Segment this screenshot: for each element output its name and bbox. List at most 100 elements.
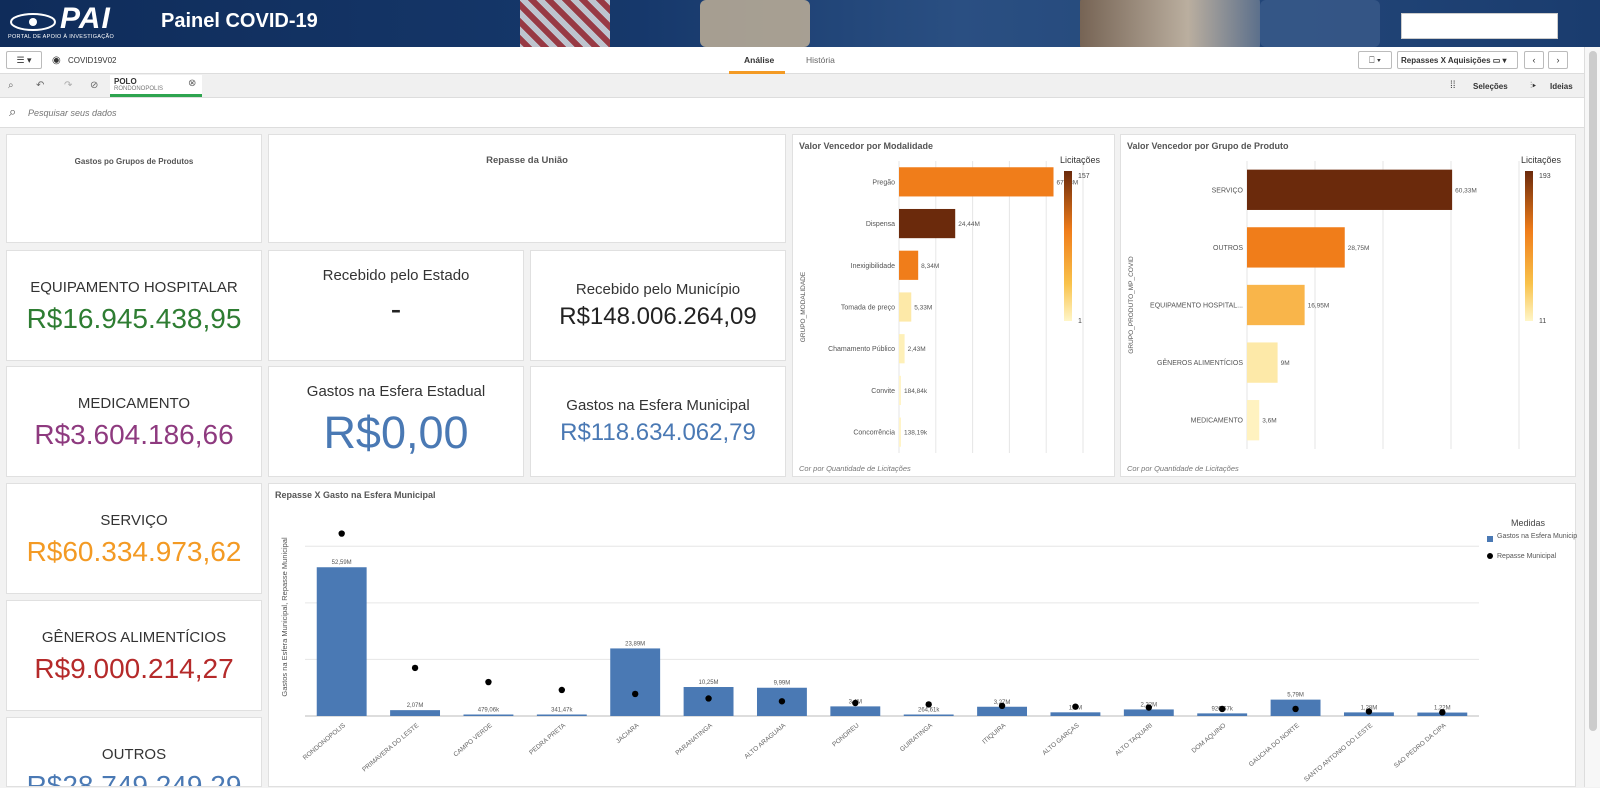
bar <box>463 714 514 716</box>
outros-value: R$28.749.249,29 <box>26 770 242 787</box>
legend-min: 11 <box>1539 318 1546 325</box>
legend-max: 157 <box>1078 173 1090 180</box>
legend-min: 1 <box>1078 318 1082 325</box>
serv-kpi[interactable]: SERVIÇO R$60.334.973,62 <box>6 483 262 594</box>
banner-box <box>1401 13 1558 39</box>
bar <box>1050 712 1101 716</box>
next-sheet-button[interactable]: › <box>1548 51 1568 69</box>
legend-title: Licitações <box>1521 155 1562 165</box>
repasse-point <box>925 701 932 708</box>
category-label: Chamamento Público <box>828 346 895 353</box>
logo-text: PAI <box>60 2 111 35</box>
bar <box>899 167 1054 197</box>
prev-sheet-button[interactable]: ‹ <box>1524 51 1544 69</box>
modalidade-chart-card: Valor Vencedor por Modalidade GRUPO_MODA… <box>792 134 1115 477</box>
ideias-button[interactable]: Ideias <box>1550 82 1573 91</box>
bar <box>1123 709 1174 716</box>
bar <box>899 334 905 364</box>
data-label: 28,75M <box>1348 245 1370 252</box>
med-kpi[interactable]: MEDICAMENTO R$3.604.186,66 <box>6 366 262 477</box>
category-label: SAO PEDRO DA CIPA <box>1393 722 1448 770</box>
smart-search-icon[interactable]: ⌕ <box>8 80 14 91</box>
category-label: Inexigibilidade <box>851 263 895 270</box>
selection-field: POLO <box>114 77 137 86</box>
search-input[interactable] <box>28 105 428 121</box>
bar <box>899 250 919 280</box>
selecoes-button[interactable]: Seleções <box>1473 82 1508 91</box>
legend-swatch <box>1487 553 1493 559</box>
logo-subtitle: PORTAL DE APOIO À INVESTIGAÇÃO <box>8 34 115 40</box>
legend-item-1: Gastos na Esfera Municipal <box>1497 533 1577 540</box>
tab-analise[interactable]: Análise <box>744 55 775 65</box>
gastos-grupos-title: Gastos po Grupos de Produtos <box>74 157 194 166</box>
gen-kpi[interactable]: GÊNEROS ALIMENTÍCIOS R$9.000.214,27 <box>6 600 262 711</box>
category-label: PONDREU <box>831 722 861 748</box>
toolbar: ☰ ▾ ◉ COVID19V02 Análise História ⎕ ▾ Re… <box>0 47 1584 74</box>
category-label: GÊNEROS ALIMENTÍCIOS <box>1157 358 1243 367</box>
clear-selections-icon[interactable]: ⊘ <box>90 80 99 91</box>
step-back-icon[interactable]: ↶ <box>36 80 45 91</box>
legend-max: 193 <box>1539 173 1551 180</box>
category-label: SERVIÇO <box>1212 187 1244 194</box>
menu-button[interactable]: ☰ ▾ <box>6 51 42 69</box>
selection-chip[interactable]: POLO RONDONOPOLIS ⊗ <box>110 75 202 97</box>
category-label: PARANATINGA <box>674 722 714 757</box>
data-label: 2,07M <box>407 703 424 709</box>
legend-title: Medidas <box>1511 518 1546 528</box>
data-label: 9,99M <box>774 681 791 687</box>
gasto-est-kpi[interactable]: Gastos na Esfera Estadual R$0,00 <box>268 366 524 477</box>
modalidade-chart[interactable]: GRUPO_MODALIDADEPregão67,18MDispensa24,4… <box>793 153 1116 459</box>
repasse-point <box>1439 709 1446 716</box>
sheet-selector[interactable]: Repasses X Aquisições ▭ ▾ <box>1397 51 1518 69</box>
close-icon[interactable]: ⊗ <box>188 78 197 89</box>
category-label: Pregão <box>872 179 895 186</box>
bar <box>899 375 901 406</box>
repasse-point <box>1218 705 1226 713</box>
y-axis-title: Gastos na Esfera Municipal, Repasse Muni… <box>280 537 289 697</box>
data-label: 10,25M <box>699 680 719 686</box>
step-forward-icon[interactable]: ↷ <box>64 80 73 91</box>
category-label: GAUCHA DO NORTE <box>1248 722 1302 769</box>
equip-label: EQUIPAMENTO HOSPITALAR <box>30 279 238 296</box>
rec-mun-kpi[interactable]: Recebido pelo Município R$148.006.264,09 <box>530 250 786 361</box>
data-label: 16,95M <box>1308 303 1330 310</box>
repasse-gasto-chart[interactable]: Gastos na Esfera Municipal, Repasse Muni… <box>269 498 1577 788</box>
gasto-mun-value: R$118.634.062,79 <box>560 419 756 446</box>
repasse-gasto-chart-card: Repasse X Gasto na Esfera Municipal Gast… <box>268 483 1577 788</box>
doc-name: COVID19V02 <box>68 56 117 65</box>
gastos-grupos-card: Gastos po Grupos de Produtos <box>6 134 262 243</box>
rec-estado-value: - <box>390 291 402 327</box>
scrollbar[interactable] <box>1584 47 1600 787</box>
gasto-mun-kpi[interactable]: Gastos na Esfera Municipal R$118.634.062… <box>530 366 786 477</box>
rec-estado-kpi[interactable]: Recebido pelo Estado - <box>268 250 524 361</box>
grupo-produto-chart[interactable]: GRUPO_PRODUTO_MP_COVID SERVIÇO 60,33M OUTRO… <box>1121 153 1577 459</box>
repasse-point <box>1365 708 1373 715</box>
data-label: 23,89M <box>625 641 645 647</box>
repasse-point <box>705 695 712 702</box>
bookmark-button[interactable]: ⎕ ▾ <box>1358 51 1392 69</box>
legend-gradient <box>1064 171 1072 321</box>
search-bar: ⌕ <box>0 98 1584 128</box>
repasse-point <box>338 530 345 537</box>
bar <box>830 706 881 716</box>
gasto-mun-label: Gastos na Esfera Municipal <box>566 397 750 414</box>
chart1-footer: Cor por Quantidade de Licitações <box>799 464 911 473</box>
tab-historia[interactable]: História <box>806 55 835 65</box>
equip-kpi[interactable]: EQUIPAMENTO HOSPITALAR R$16.945.438,95 <box>6 250 262 361</box>
category-label: Tomada de preço <box>841 305 895 312</box>
search-icon: ⌕ <box>9 104 17 119</box>
data-label: 184,84k <box>904 388 928 395</box>
pai-logo[interactable]: PAI PORTAL DE APOIO À INVESTIGAÇÃO <box>8 2 136 42</box>
category-label: ALTO ARAGUAIA <box>743 722 787 761</box>
chart1-title: Valor Vencedor por Modalidade <box>799 141 934 151</box>
serv-label: SERVIÇO <box>100 512 168 529</box>
category-label: SANTO ANTONIO DO LESTE <box>1303 722 1375 784</box>
selection-bar: ⌕ ↶ ↷ ⊘ POLO RONDONOPOLIS ⊗ ⁞⁞ Seleções … <box>0 74 1584 98</box>
repasse-point <box>485 678 492 686</box>
med-label: MEDICAMENTO <box>77 395 191 412</box>
bar <box>536 714 587 716</box>
eye-logo-icon <box>10 13 56 31</box>
outros-kpi[interactable]: OUTROS R$28.749.249,29 <box>6 717 262 787</box>
chart2-footer: Cor por Quantidade de Licitações <box>1127 464 1239 473</box>
scrollbar-thumb[interactable] <box>1589 51 1597 731</box>
